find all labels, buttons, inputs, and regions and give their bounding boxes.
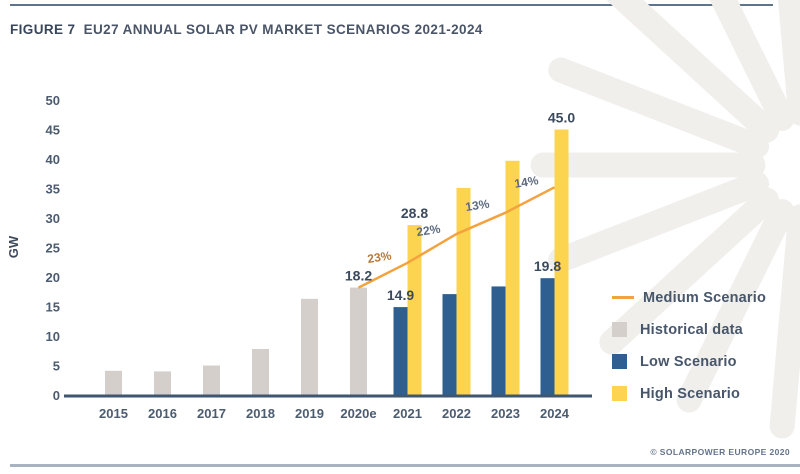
medium-scenario-line — [357, 186, 556, 289]
legend-item: Historical data — [612, 321, 766, 338]
x-axis-tick: 2015 — [99, 406, 128, 421]
y-axis-title: GW — [6, 235, 21, 258]
y-axis-tick: 0 — [53, 388, 60, 403]
bar-low-scenario — [442, 294, 457, 395]
sunburst-ray-icon — [548, 57, 770, 159]
sunburst-ray-icon — [548, 171, 770, 273]
bar-high-scenario — [505, 160, 520, 395]
bar-high-scenario — [407, 225, 422, 395]
x-axis-tick: 2017 — [197, 406, 226, 421]
growth-percentage-label: 14% — [513, 173, 539, 191]
y-axis-tick: 25 — [46, 241, 60, 256]
top-rule — [10, 4, 773, 6]
bar-historical — [301, 298, 318, 395]
bottom-rule — [10, 464, 800, 467]
sunburst-ray-icon — [778, 0, 800, 126]
x-axis-tick: 2019 — [295, 406, 324, 421]
legend-swatch-square-icon — [612, 354, 627, 369]
y-axis-tick: 15 — [46, 300, 60, 315]
growth-percentage-label: 22% — [415, 222, 441, 240]
bar-historical — [252, 348, 269, 395]
figure-title-text: EU27 ANNUAL SOLAR PV MARKET SCENARIOS 20… — [83, 22, 483, 37]
bar-value-label: 18.2 — [345, 268, 372, 284]
legend-swatch-line-icon — [612, 296, 634, 299]
bar-high-scenario — [456, 187, 471, 395]
bar-value-label: 28.8 — [401, 205, 428, 221]
x-axis-tick: 2021 — [393, 406, 422, 421]
x-axis-tick: 2018 — [246, 406, 275, 421]
bar-low-scenario — [540, 278, 555, 395]
x-axis-tick: 2022 — [442, 406, 471, 421]
legend-swatch-square-icon — [612, 322, 627, 337]
y-axis-tick: 50 — [46, 93, 60, 108]
bar-historical — [203, 365, 220, 395]
bar-value-label: 45.0 — [548, 110, 575, 126]
sunburst-ray-icon — [606, 0, 780, 143]
y-axis-tick: 30 — [46, 211, 60, 226]
sunburst-ray-icon — [769, 204, 800, 439]
figure-title: FIGURE 7 EU27 ANNUAL SOLAR PV MARKET SCE… — [10, 22, 483, 37]
y-axis-tick: 10 — [46, 329, 60, 344]
x-axis-tick: 2023 — [491, 406, 520, 421]
bar-value-label: 14.9 — [387, 287, 414, 303]
legend-label: Historical data — [640, 321, 743, 338]
y-axis-tick: 40 — [46, 152, 60, 167]
bar-historical — [105, 370, 122, 395]
sunburst-ray-icon — [709, 0, 795, 131]
chart-legend: Medium Scenario Historical data Low Scenar… — [612, 289, 766, 417]
sunburst-ray-icon — [676, 199, 795, 413]
sunburst-ray-icon — [599, 187, 780, 355]
legend-item: High Scenario — [612, 385, 766, 402]
y-axis-tick: 45 — [46, 123, 60, 138]
bar-value-label: 19.8 — [534, 258, 561, 274]
copyright-attribution: © SOLARPOWER EUROPE 2020 — [650, 447, 790, 457]
bar-high-scenario — [554, 129, 569, 395]
x-axis-tick: 2024 — [540, 406, 570, 421]
y-axis-tick: 35 — [46, 182, 60, 197]
legend-item: Low Scenario — [612, 353, 766, 370]
growth-percentage-label: 23% — [366, 248, 392, 266]
bar-low-scenario — [393, 307, 408, 395]
y-axis-tick: 5 — [53, 359, 60, 374]
figure-label: FIGURE 7 — [10, 22, 76, 37]
legend-label: High Scenario — [640, 385, 741, 402]
legend-swatch-square-icon — [612, 386, 627, 401]
bar-historical — [350, 287, 367, 395]
x-axis-tick: 2016 — [148, 406, 177, 421]
bar-historical — [154, 371, 171, 395]
growth-percentage-label: 13% — [464, 197, 490, 215]
legend-label: Medium Scenario — [643, 289, 767, 306]
bar-low-scenario — [491, 286, 506, 395]
y-axis-tick: 20 — [46, 270, 60, 285]
x-axis-tick: 2020e — [340, 406, 376, 421]
legend-label: Low Scenario — [640, 353, 737, 370]
legend-item: Medium Scenario — [612, 289, 766, 306]
